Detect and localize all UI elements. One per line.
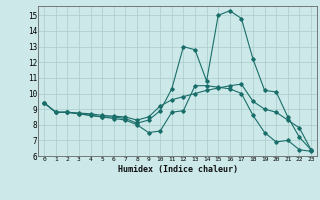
- X-axis label: Humidex (Indice chaleur): Humidex (Indice chaleur): [118, 165, 238, 174]
